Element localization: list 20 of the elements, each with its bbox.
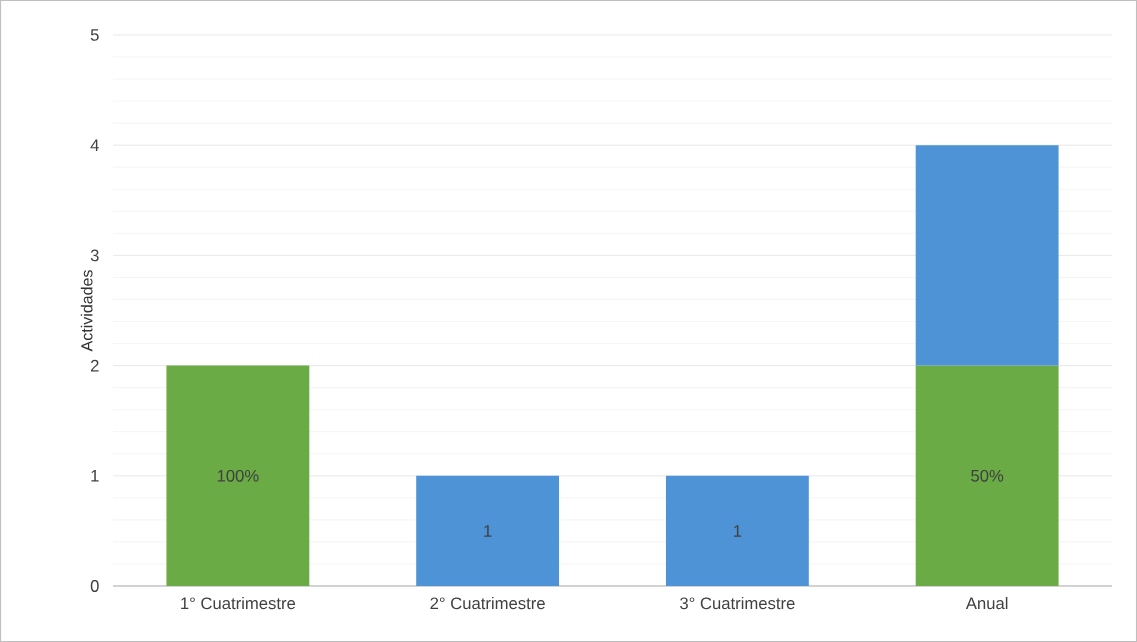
y-tick-label: 1 [91, 470, 99, 482]
bar [166, 365, 310, 586]
y-tick-label: 0 [90, 580, 99, 592]
bar [416, 475, 560, 586]
y-tick-label: 3 [90, 249, 99, 262]
data-label: 1 [734, 525, 742, 537]
bar [665, 475, 809, 586]
annotation: 50% [971, 469, 1004, 482]
annotation: 100% [217, 469, 259, 482]
y-tick-label: 2 [90, 359, 99, 372]
x-tick-label: 3° Cuatrimestre [680, 596, 795, 610]
bar [915, 145, 1059, 366]
data-label: 1 [484, 525, 492, 537]
y-tick-label: 4 [90, 139, 99, 151]
y-tick-label: 5 [90, 29, 99, 41]
x-tick-label: Anual [965, 596, 1008, 610]
x-tick-label: 2° Cuatrimestre [430, 596, 545, 610]
x-tick-label: 1° Cuatrimestre [181, 596, 296, 610]
bar [915, 365, 1059, 586]
y-axis-title: Actividades [80, 270, 93, 352]
